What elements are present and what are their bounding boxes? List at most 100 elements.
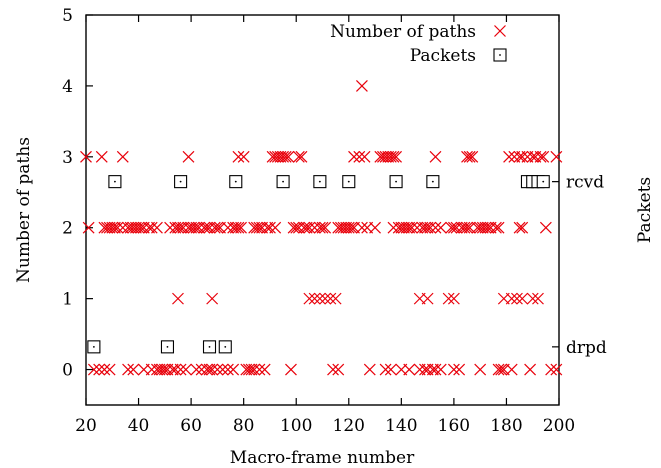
path-count-point xyxy=(516,221,529,234)
legend-marker-paths xyxy=(494,25,506,37)
y-axis: 0 1 2 3 4 5 xyxy=(62,6,93,381)
path-count-point xyxy=(206,292,219,305)
path-count-point xyxy=(379,363,392,376)
path-count-point xyxy=(461,221,473,234)
path-count-point xyxy=(545,363,558,376)
path-count-point xyxy=(342,221,355,234)
path-count-point xyxy=(237,150,250,163)
path-count-point xyxy=(550,150,563,163)
packet-point xyxy=(313,175,327,189)
path-count-point xyxy=(287,221,300,234)
path-count-point xyxy=(355,79,368,92)
path-count-point xyxy=(526,292,539,305)
path-count-point xyxy=(534,150,547,163)
path-count-point xyxy=(434,221,447,234)
path-count-point xyxy=(200,363,213,376)
y-tick-label: 2 xyxy=(62,219,73,239)
x-tick-label: 20 xyxy=(75,416,97,436)
legend-label-paths: Number of paths xyxy=(330,22,476,42)
packet-point xyxy=(160,340,175,354)
x-tick-label: 40 xyxy=(128,416,150,436)
packet-point xyxy=(108,175,122,189)
path-count-point xyxy=(190,363,203,376)
path-count-point xyxy=(492,221,505,234)
path-count-point xyxy=(327,363,339,376)
x-tick-label: 140 xyxy=(385,416,417,436)
path-count-point xyxy=(447,363,460,376)
path-count-point xyxy=(156,363,169,376)
packet-point xyxy=(389,175,403,189)
path-count-point xyxy=(516,150,529,163)
path-count-point xyxy=(172,221,184,234)
path-count-point xyxy=(116,150,129,163)
path-count-point xyxy=(537,150,550,163)
path-count-point xyxy=(429,150,442,163)
path-count-point xyxy=(187,221,200,234)
legend: Number of paths Packets xyxy=(330,22,507,66)
path-count-point xyxy=(353,150,366,163)
path-count-point xyxy=(277,150,290,163)
path-count-point xyxy=(106,221,119,234)
path-count-point xyxy=(550,363,563,376)
path-count-point xyxy=(232,221,245,234)
x-axis: 20 40 60 80 100 120 140 160 180 200 xyxy=(75,15,575,436)
y-tick-label: 0 xyxy=(62,361,73,381)
path-count-point xyxy=(405,221,418,234)
path-count-point xyxy=(282,150,295,163)
legend-x-marker xyxy=(494,25,506,37)
path-count-point xyxy=(151,221,163,234)
path-count-point xyxy=(82,221,95,234)
right-y-axis: rcvd drpd xyxy=(552,173,607,358)
path-count-point xyxy=(445,221,458,234)
x-tick-label: 200 xyxy=(543,416,575,436)
path-count-point xyxy=(295,150,308,163)
y-axis-title: Number of paths xyxy=(14,137,34,283)
path-count-point xyxy=(253,363,266,376)
path-count-point xyxy=(229,221,242,234)
path-count-point xyxy=(172,292,184,305)
path-count-point xyxy=(369,221,381,234)
path-count-point xyxy=(303,221,316,234)
path-count-point xyxy=(505,363,518,376)
path-count-point xyxy=(285,363,297,376)
path-count-point xyxy=(211,221,224,234)
path-count-point xyxy=(169,363,182,376)
path-count-point xyxy=(461,150,473,163)
path-count-point xyxy=(513,221,526,234)
path-count-point xyxy=(384,150,397,163)
path-count-point xyxy=(145,221,158,234)
path-count-point xyxy=(463,150,476,163)
x-axis-title: Macro-frame number xyxy=(230,448,415,468)
path-count-point xyxy=(319,221,332,234)
packet-point xyxy=(174,175,188,189)
path-count-point xyxy=(95,150,108,163)
path-count-point xyxy=(384,363,397,376)
x-tick-label: 120 xyxy=(333,416,365,436)
path-count-point xyxy=(358,150,371,163)
x-tick-label: 160 xyxy=(438,416,470,436)
x-tick-label: 100 xyxy=(280,416,312,436)
plot-marks xyxy=(80,79,563,376)
path-count-point xyxy=(442,292,455,305)
path-count-point xyxy=(458,221,471,234)
plot-frame xyxy=(85,14,560,406)
path-count-point xyxy=(332,363,345,376)
packet-point xyxy=(426,175,440,189)
path-count-point xyxy=(511,292,523,305)
path-count-point xyxy=(495,363,508,376)
path-count-point xyxy=(429,221,442,234)
path-count-point xyxy=(453,363,466,376)
y-tick-label: 1 xyxy=(62,290,73,310)
right-y-tick-label: drpd xyxy=(566,338,607,358)
path-count-point xyxy=(292,150,305,163)
path-count-point xyxy=(206,363,219,376)
path-count-point xyxy=(227,363,240,376)
right-y-axis-title: Packets xyxy=(635,177,655,243)
path-count-point xyxy=(447,292,460,305)
path-count-point xyxy=(216,363,229,376)
path-count-point xyxy=(80,150,92,163)
path-count-point xyxy=(539,221,552,234)
path-count-point xyxy=(474,363,487,376)
right-y-tick-label: rcvd xyxy=(566,173,604,193)
